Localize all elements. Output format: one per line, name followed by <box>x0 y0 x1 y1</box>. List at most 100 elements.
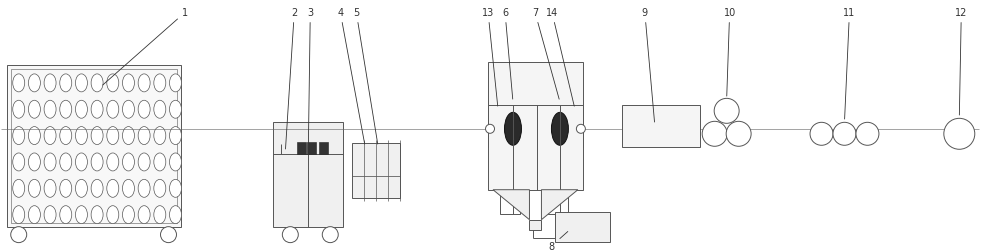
Ellipse shape <box>28 153 40 171</box>
Bar <box>488 63 583 148</box>
Ellipse shape <box>13 75 25 92</box>
Circle shape <box>486 125 495 134</box>
Ellipse shape <box>107 75 119 92</box>
Bar <box>7 66 181 227</box>
Ellipse shape <box>91 127 103 145</box>
Text: 10: 10 <box>724 8 736 97</box>
Ellipse shape <box>13 153 25 171</box>
Ellipse shape <box>28 180 40 198</box>
Ellipse shape <box>44 153 56 171</box>
Ellipse shape <box>122 75 134 92</box>
Ellipse shape <box>122 101 134 119</box>
Ellipse shape <box>122 153 134 171</box>
Ellipse shape <box>44 101 56 119</box>
Ellipse shape <box>122 127 134 145</box>
Bar <box>488 105 583 190</box>
Text: 1: 1 <box>103 8 189 86</box>
Bar <box>307 142 316 154</box>
Text: 11: 11 <box>843 8 856 119</box>
Ellipse shape <box>138 101 150 119</box>
Ellipse shape <box>60 180 72 198</box>
Ellipse shape <box>138 180 150 198</box>
Circle shape <box>714 99 739 124</box>
Ellipse shape <box>504 113 521 146</box>
Bar <box>297 142 306 154</box>
Ellipse shape <box>60 101 72 119</box>
Text: 3: 3 <box>307 8 313 149</box>
Text: 7: 7 <box>532 8 559 100</box>
Circle shape <box>944 119 975 150</box>
Ellipse shape <box>169 180 181 198</box>
Ellipse shape <box>169 101 181 119</box>
Ellipse shape <box>28 206 40 224</box>
Ellipse shape <box>28 127 40 145</box>
Ellipse shape <box>60 127 72 145</box>
Ellipse shape <box>75 180 87 198</box>
Ellipse shape <box>28 75 40 92</box>
Ellipse shape <box>138 75 150 92</box>
Ellipse shape <box>107 127 119 145</box>
Ellipse shape <box>122 206 134 224</box>
Circle shape <box>576 125 585 134</box>
Text: 13: 13 <box>482 8 498 107</box>
Bar <box>11 70 177 223</box>
Circle shape <box>726 122 751 147</box>
Ellipse shape <box>91 206 103 224</box>
Ellipse shape <box>138 153 150 171</box>
Text: 14: 14 <box>546 8 574 107</box>
Text: 8: 8 <box>549 232 568 251</box>
Ellipse shape <box>44 127 56 145</box>
Bar <box>352 143 400 198</box>
Ellipse shape <box>107 206 119 224</box>
Ellipse shape <box>13 206 25 224</box>
Circle shape <box>11 227 27 243</box>
Ellipse shape <box>154 206 166 224</box>
Bar <box>500 192 520 214</box>
Circle shape <box>702 122 727 147</box>
Ellipse shape <box>107 101 119 119</box>
Ellipse shape <box>154 75 166 92</box>
Ellipse shape <box>75 206 87 224</box>
Ellipse shape <box>60 153 72 171</box>
Ellipse shape <box>107 153 119 171</box>
Circle shape <box>810 123 833 146</box>
Bar <box>319 142 328 154</box>
Ellipse shape <box>75 101 87 119</box>
Ellipse shape <box>138 127 150 145</box>
Ellipse shape <box>91 75 103 92</box>
Ellipse shape <box>154 180 166 198</box>
Bar <box>555 212 610 242</box>
Circle shape <box>282 227 298 243</box>
Ellipse shape <box>13 127 25 145</box>
Ellipse shape <box>44 206 56 224</box>
Ellipse shape <box>13 101 25 119</box>
Ellipse shape <box>154 101 166 119</box>
Text: 6: 6 <box>502 8 513 100</box>
Text: 9: 9 <box>642 8 655 122</box>
Text: 4: 4 <box>337 8 365 144</box>
Ellipse shape <box>60 206 72 224</box>
Bar <box>529 220 541 230</box>
Ellipse shape <box>13 180 25 198</box>
Polygon shape <box>541 190 578 220</box>
Circle shape <box>833 123 856 146</box>
Ellipse shape <box>75 75 87 92</box>
Ellipse shape <box>75 127 87 145</box>
Ellipse shape <box>154 127 166 145</box>
Bar <box>622 105 700 147</box>
Circle shape <box>322 227 338 243</box>
Ellipse shape <box>91 101 103 119</box>
Text: 5: 5 <box>353 8 378 144</box>
Ellipse shape <box>138 206 150 224</box>
Circle shape <box>161 227 176 243</box>
Ellipse shape <box>154 153 166 171</box>
Ellipse shape <box>91 180 103 198</box>
Ellipse shape <box>169 206 181 224</box>
Ellipse shape <box>75 153 87 171</box>
Ellipse shape <box>44 180 56 198</box>
Ellipse shape <box>107 180 119 198</box>
Ellipse shape <box>44 75 56 92</box>
Ellipse shape <box>122 180 134 198</box>
Ellipse shape <box>91 153 103 171</box>
Bar <box>548 192 568 214</box>
